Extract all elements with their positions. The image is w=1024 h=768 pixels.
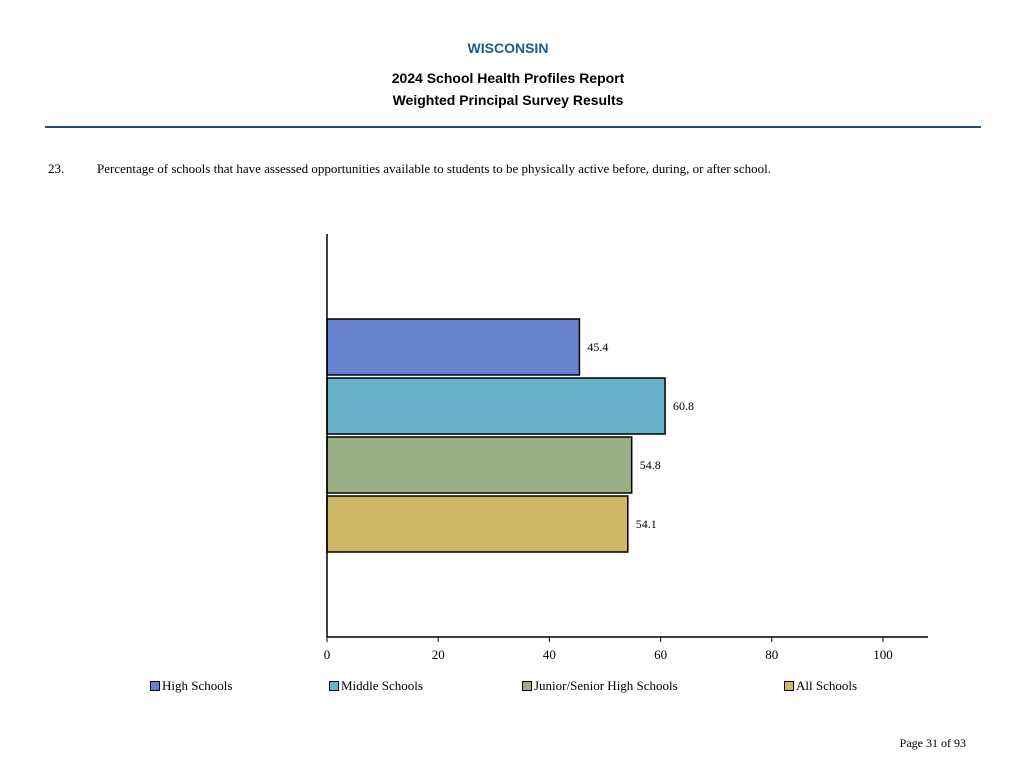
- legend-label-all-schools: All Schools: [796, 678, 858, 693]
- legend-swatch-middle-schools: [329, 681, 339, 691]
- data-label-junior-senior-high-schools: 54.8: [640, 458, 661, 472]
- data-label-all-schools: 54.1: [636, 517, 657, 531]
- header-divider: [45, 126, 981, 128]
- state-title: WISCONSIN: [467, 40, 549, 56]
- report-subtitle: Weighted Principal Survey Results: [392, 92, 624, 108]
- legend-swatch-high-schools: [150, 681, 160, 691]
- data-label-middle-schools: 60.8: [673, 399, 694, 413]
- legend-label-middle-schools: Middle Schools: [341, 678, 423, 693]
- report-title: 2024 School Health Profiles Report: [391, 70, 625, 86]
- x-tick-label-100: 100: [873, 647, 893, 662]
- bar-middle-schools: [326, 377, 666, 435]
- legend-label-high-schools: High Schools: [162, 678, 233, 693]
- data-label-high-schools: 45.4: [587, 340, 608, 354]
- bar-all-schools: [326, 495, 629, 553]
- legend-item-high-schools: High Schools: [150, 678, 232, 694]
- bar-high-schools: [326, 318, 581, 376]
- legend-item-junior-senior-high-schools: Junior/Senior High Schools: [522, 678, 678, 694]
- x-tick-label-0: 0: [324, 647, 331, 662]
- question-text: Percentage of schools that have assessed…: [97, 161, 771, 176]
- legend-item-all-schools: All Schools: [784, 678, 857, 694]
- legend-label-junior-senior-high-schools: Junior/Senior High Schools: [534, 678, 678, 693]
- page-number: Page 31 of 93: [899, 736, 966, 750]
- bar-junior-senior-high-schools: [326, 436, 633, 494]
- legend-item-middle-schools: Middle Schools: [329, 678, 423, 694]
- legend-swatch-junior-senior-high-schools: [522, 681, 532, 691]
- x-tick-label-40: 40: [543, 647, 556, 662]
- chart-legend: High Schools Middle Schools Junior/Senior …: [0, 678, 1024, 694]
- x-tick-label-20: 20: [432, 647, 445, 662]
- legend-swatch-all-schools: [784, 681, 794, 691]
- x-tick-label-80: 80: [765, 647, 778, 662]
- x-tick-label-60: 60: [654, 647, 667, 662]
- question-number: 23.: [48, 161, 65, 176]
